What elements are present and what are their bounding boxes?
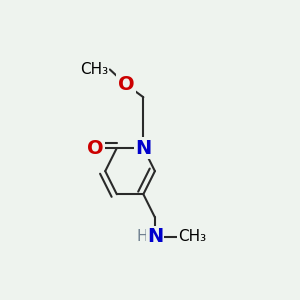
Text: CH₃: CH₃ (178, 230, 206, 244)
Text: N: N (135, 139, 152, 158)
Text: CH₃: CH₃ (81, 62, 109, 77)
Text: N: N (147, 227, 163, 247)
Text: H: H (136, 230, 148, 244)
Text: O: O (118, 75, 134, 94)
Text: O: O (86, 139, 103, 158)
